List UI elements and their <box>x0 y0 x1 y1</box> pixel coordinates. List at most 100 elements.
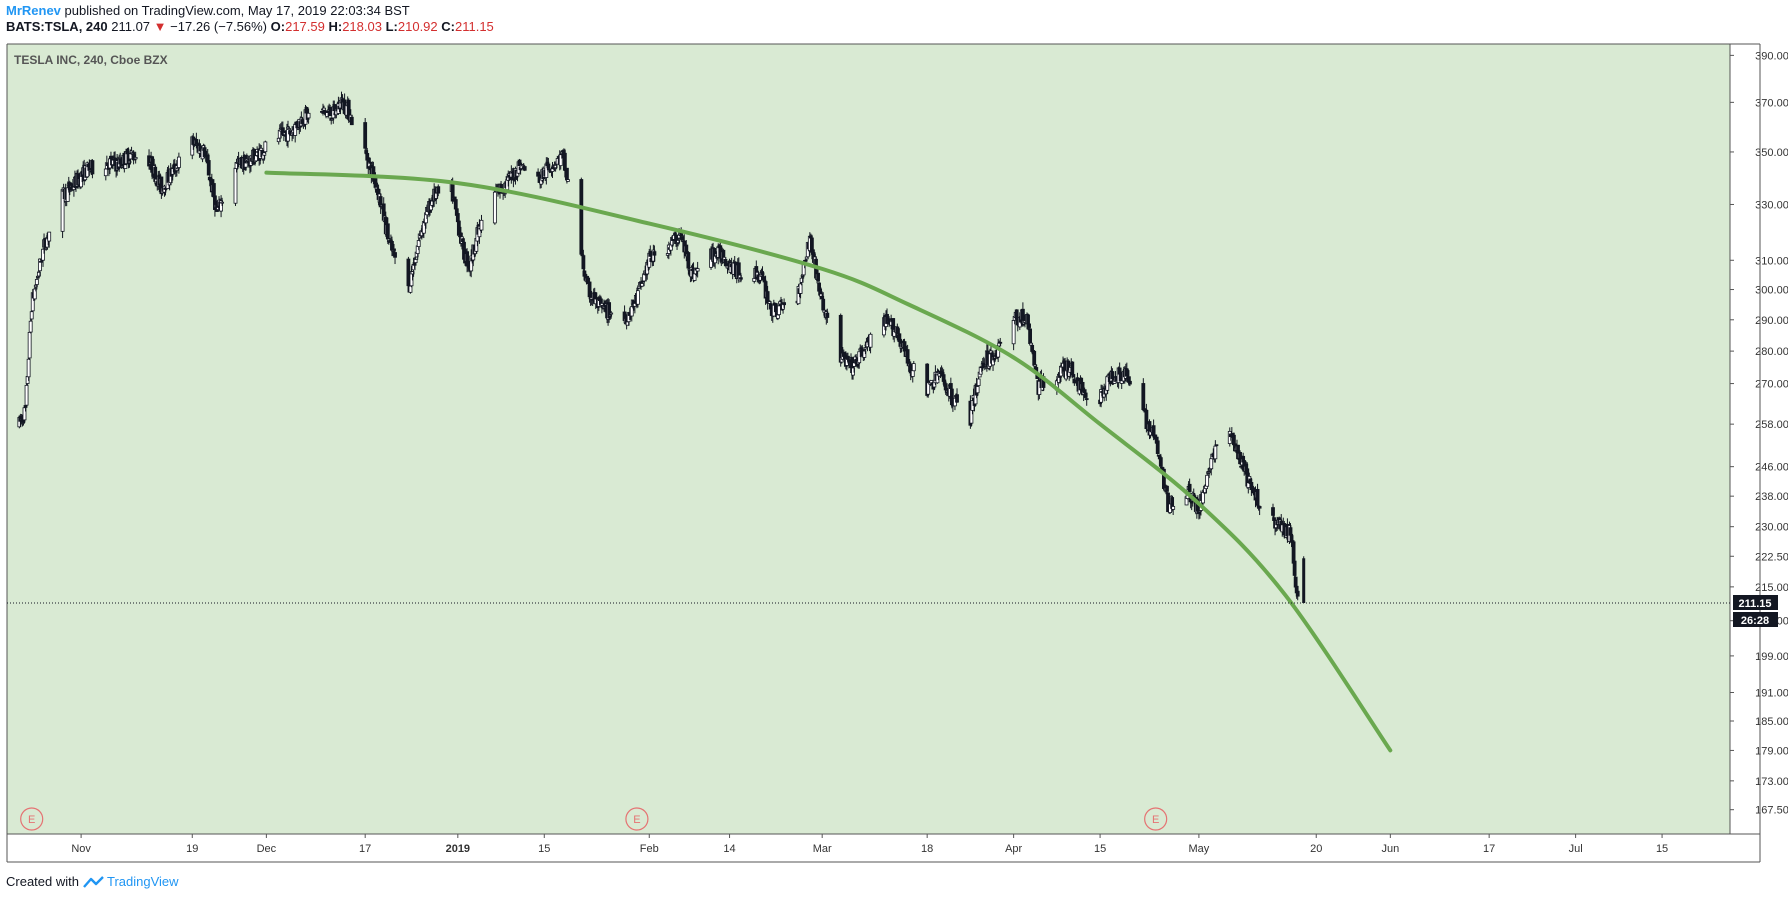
author-link[interactable]: MrRenev <box>6 3 61 18</box>
time-tick-label: 19 <box>186 843 198 855</box>
candle-body <box>44 247 49 250</box>
candle-body <box>304 106 309 114</box>
candle-body <box>1214 444 1219 447</box>
high-label: H: <box>328 19 343 34</box>
candle-body <box>1207 471 1212 474</box>
candle <box>1271 503 1275 519</box>
last-candle <box>1302 556 1306 603</box>
candle <box>868 332 873 354</box>
candle-body <box>1084 398 1089 401</box>
candle <box>976 375 981 386</box>
candle <box>385 217 390 244</box>
candle-body <box>32 288 37 300</box>
candle <box>579 177 584 255</box>
last-value: 211.07 <box>111 19 151 34</box>
plot-area[interactable] <box>7 44 1730 834</box>
candle <box>777 304 781 316</box>
price-tick-label: 258.00 <box>1755 419 1788 431</box>
time-tick-label: Jul <box>1569 843 1583 855</box>
candle <box>1071 372 1076 378</box>
candle-body <box>902 341 907 352</box>
candle <box>911 360 916 372</box>
candle <box>1171 505 1176 515</box>
price-tick-label: 370.00 <box>1755 97 1788 109</box>
candle <box>393 249 397 265</box>
time-axis[interactable]: Nov 19 Dec 17 2019 15 Feb 14 Mar 18 Apr 15 May 20 Jun 1… <box>6 43 1761 863</box>
candle-body <box>566 179 570 182</box>
candle <box>477 219 482 244</box>
price-tick-label: 167.50 <box>1755 805 1788 817</box>
publish-line: MrRenev published on TradingView.com, Ma… <box>6 3 494 19</box>
candle-body <box>1209 458 1214 470</box>
candle-body <box>373 178 378 188</box>
low-label: L: <box>385 19 398 34</box>
candle-body <box>517 159 522 167</box>
candle-body <box>47 231 52 242</box>
candle <box>1213 440 1218 463</box>
footer: Created with TradingView <box>6 874 179 889</box>
candle-body <box>695 268 700 272</box>
candle <box>609 310 614 319</box>
candle <box>206 153 211 176</box>
candle-body <box>416 240 421 247</box>
candle-body <box>1187 483 1192 492</box>
candle <box>1128 380 1132 387</box>
candle <box>47 231 52 248</box>
time-tick-label: 15 <box>1094 843 1106 855</box>
price-tick-label: 230.00 <box>1755 522 1788 534</box>
candle-body <box>322 107 326 111</box>
candle-body <box>798 283 803 294</box>
candle-body <box>857 351 862 364</box>
candle-body <box>393 252 397 258</box>
candle-body <box>975 386 980 394</box>
candle <box>133 151 138 164</box>
candle <box>1214 444 1219 447</box>
tradingview-brand[interactable]: TradingView <box>83 874 179 889</box>
candle-body <box>782 302 786 306</box>
earnings-circle <box>20 807 44 831</box>
parabolic-curve <box>264 170 1393 753</box>
candle <box>825 308 830 323</box>
ohlc-line: BATS:TSLA, 240 211.07 ▼ −17.26 (−7.56%) … <box>6 19 494 35</box>
candle <box>652 245 657 263</box>
tradingview-logo-icon <box>83 875 104 888</box>
earnings-circle <box>625 807 649 831</box>
price-chart[interactable]: 390.00 370.00 350.00 330.00 310.00 300.00 290.… <box>0 0 1788 870</box>
candle-body <box>1295 590 1300 597</box>
price-overlay: 211.15 26:28 <box>7 594 1778 627</box>
candle-body <box>29 311 34 320</box>
candle-body <box>1292 560 1297 576</box>
candle-body <box>522 166 527 171</box>
price-tick-label: 390.00 <box>1755 50 1788 62</box>
price-tick-label: 222.50 <box>1755 551 1788 563</box>
time-tick-label: 18 <box>921 843 933 855</box>
candle-body <box>28 320 33 333</box>
candle-body <box>587 281 592 298</box>
candle-body <box>1271 507 1275 516</box>
candle-body <box>34 279 39 285</box>
price-tick-label: 270.00 <box>1755 379 1788 391</box>
candle <box>998 337 1003 346</box>
candle-body <box>233 167 238 204</box>
candle <box>975 385 980 397</box>
candle-body <box>133 157 138 160</box>
candle <box>1292 555 1297 578</box>
candle <box>306 108 311 124</box>
price-axis[interactable]: 390.00 370.00 350.00 330.00 310.00 300.00 290.… <box>6 43 1788 834</box>
candle-body <box>349 116 354 126</box>
time-tick-label: Apr <box>1005 843 1022 855</box>
candle <box>479 214 484 233</box>
candle <box>522 165 527 172</box>
candle-body <box>562 152 567 171</box>
candle-body <box>492 191 497 224</box>
curve-layer <box>264 170 1393 753</box>
candle-body <box>206 160 211 176</box>
candle-body <box>948 383 953 389</box>
candle-body <box>477 225 482 238</box>
candle <box>566 177 570 182</box>
candle-body <box>581 255 586 270</box>
candle <box>1187 478 1192 493</box>
candle <box>1257 506 1262 516</box>
candle-body <box>911 363 916 372</box>
